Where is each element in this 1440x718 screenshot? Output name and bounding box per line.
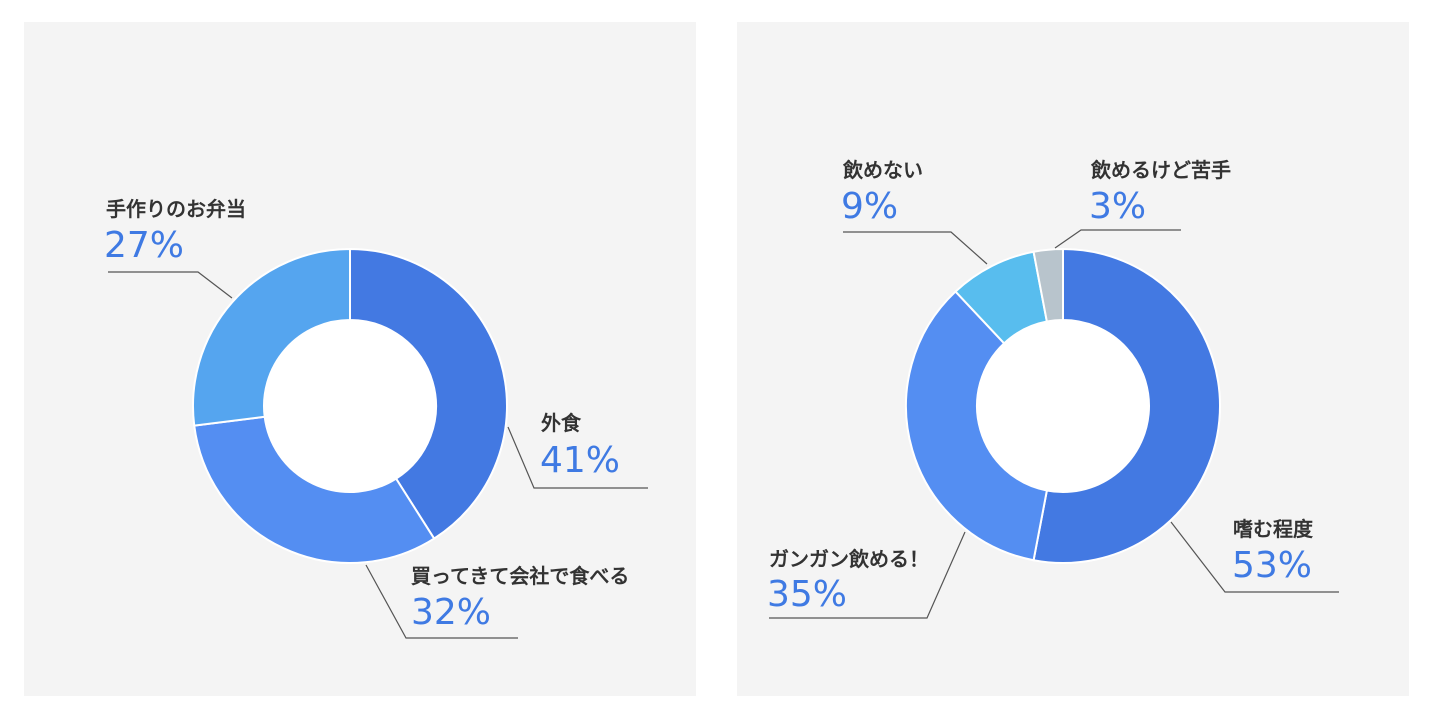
- slice-lunch-2: [192, 247, 351, 427]
- slice-label-drinking-2: 飲めない: [842, 158, 923, 182]
- slice-percent-lunch-1: 32%: [411, 592, 491, 633]
- slice-percent-lunch-0: 41%: [540, 440, 620, 481]
- slice-percent-drinking-2: 9%: [841, 186, 898, 227]
- donut-chart-drinking: 嗜む程度 53% ガンガン飲める！ 35% 飲めない 9% 飲めるけど苦手 3%: [767, 158, 1339, 619]
- slice-label-lunch-1: 買ってきて会社で食べる: [411, 564, 629, 588]
- slice-label-drinking-1: ガンガン飲める！: [769, 547, 929, 571]
- slice-percent-lunch-2: 27%: [104, 225, 184, 266]
- leader-line-drinking-1: [769, 531, 966, 619]
- slice-percent-drinking-1: 35%: [767, 574, 847, 615]
- leader-line-lunch-2: [108, 271, 233, 299]
- slice-label-lunch-0: 外食: [541, 411, 582, 435]
- slice-percent-drinking-0: 53%: [1232, 545, 1312, 586]
- leader-line-drinking-0: [1170, 521, 1339, 593]
- donut-chart-lunch: 外食 41% 買ってきて会社で食べる 32% 手作りのお弁当 27%: [104, 197, 648, 639]
- chart-panel-drinking: 嗜む程度 53% ガンガン飲める！ 35% 飲めない 9% 飲めるけど苦手 3%: [737, 22, 1409, 696]
- slice-label-drinking-0: 嗜む程度: [1233, 517, 1314, 541]
- slice-lunch-0: [349, 247, 508, 540]
- slice-lunch-1: [193, 415, 436, 564]
- leader-line-drinking-2: [843, 231, 988, 265]
- leader-line-lunch-0: [507, 426, 648, 489]
- slice-drinking-1: [905, 290, 1049, 562]
- slice-label-lunch-2: 手作りのお弁当: [106, 197, 246, 221]
- donut-hole-lunch: [264, 320, 436, 492]
- leader-line-drinking-3: [1054, 229, 1181, 249]
- slice-percent-drinking-3: 3%: [1089, 186, 1146, 227]
- slice-label-drinking-3: 飲めるけど苦手: [1090, 158, 1231, 182]
- slice-drinking-0: [1032, 247, 1221, 564]
- leader-line-lunch-1: [365, 564, 518, 639]
- donut-hole-drinking: [977, 320, 1149, 492]
- slice-drinking-3: [1032, 247, 1064, 323]
- chart-panel-lunch: 外食 41% 買ってきて会社で食べる 32% 手作りのお弁当 27%: [24, 22, 696, 696]
